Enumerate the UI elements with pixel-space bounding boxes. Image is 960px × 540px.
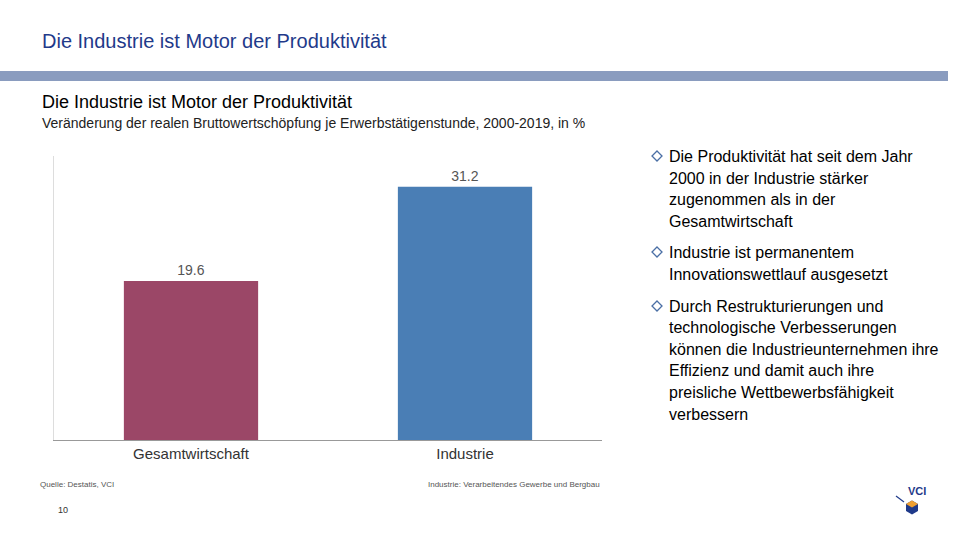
html-text:10: 10 (58, 505, 68, 515)
html-text:Quelle: Destatis, VCI: Quelle: Destatis, VCI (40, 480, 115, 489)
html-text:Die Produktivität hat seit dem: Die Produktivität hat seit dem Jahr 2000… (669, 148, 913, 230)
html-text:Die Industrie ist Motor der Pr: Die Industrie ist Motor der Produktivitä… (42, 30, 387, 52)
svg-text:31.2: 31.2 (451, 168, 478, 184)
html-text:Durch Restrukturierungen und t: Durch Restrukturierungen und technologis… (669, 297, 939, 423)
html-text:Industrie ist permanentem Inno: Industrie ist permanentem Innovationswet… (669, 244, 888, 283)
svg-text:19.6: 19.6 (177, 262, 204, 278)
svg-text:Industrie: Industrie (436, 445, 494, 462)
html-text:VCI: VCI (908, 485, 927, 497)
html-text:Die Industrie ist Motor der Pr: Die Industrie ist Motor der Produktivitä… (42, 92, 353, 112)
svg-text:Gesamtwirtschaft: Gesamtwirtschaft (133, 445, 250, 462)
html-text:Industrie: Verarbeitendes Gewe: Industrie: Verarbeitendes Gewerbe und Be… (428, 480, 600, 489)
html-text:Veränderung der realen Bruttow: Veränderung der realen Bruttowertschöpfu… (42, 115, 586, 131)
